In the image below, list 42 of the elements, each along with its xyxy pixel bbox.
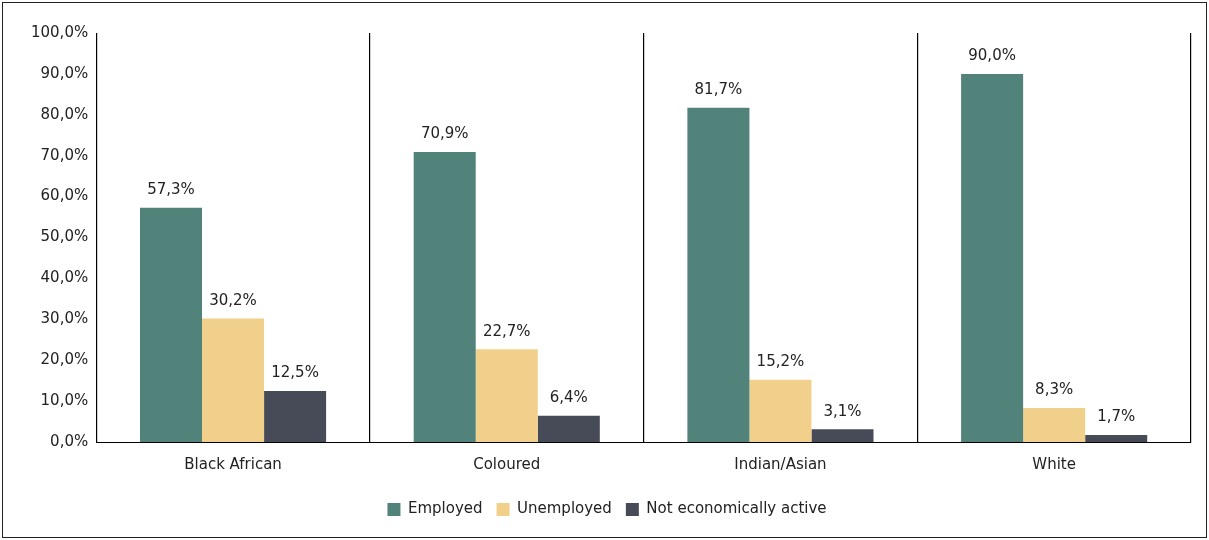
- bar: [1085, 435, 1148, 442]
- data-label: 12,5%: [271, 363, 319, 382]
- bar: [264, 390, 327, 442]
- data-label: 81,7%: [694, 80, 743, 99]
- data-label: 8,3%: [1035, 380, 1074, 399]
- y-tick-label: 70,0%: [40, 145, 89, 164]
- y-tick-label: 60,0%: [40, 186, 89, 205]
- x-tick-label: Black African: [184, 454, 282, 473]
- bar: [139, 207, 203, 442]
- bar: [687, 107, 750, 442]
- data-label: 57,3%: [147, 180, 195, 199]
- data-label: 90,0%: [968, 46, 1016, 65]
- bar: [749, 379, 812, 442]
- data-label: 15,2%: [756, 352, 805, 371]
- legend-label: Not economically active: [646, 499, 827, 518]
- x-tick-label: White: [1032, 454, 1076, 473]
- y-tick-label: 90,0%: [40, 63, 89, 82]
- y-tick-label: 10,0%: [40, 390, 89, 409]
- data-label: 30,2%: [209, 290, 257, 309]
- bar: [475, 349, 538, 442]
- y-tick-label: 0,0%: [50, 431, 89, 450]
- bar: [961, 73, 1024, 442]
- data-label: 6,4%: [549, 388, 588, 407]
- bar: [811, 429, 874, 442]
- bar: [413, 152, 476, 442]
- legend-label: Unemployed: [517, 499, 612, 518]
- y-tick-label: 20,0%: [40, 350, 89, 369]
- x-tick-label: Coloured: [473, 454, 541, 473]
- bar: [537, 415, 600, 442]
- y-tick-label: 50,0%: [40, 227, 89, 246]
- data-label: 3,1%: [823, 401, 862, 420]
- y-tick-label: 30,0%: [40, 309, 89, 328]
- data-label: 22,7%: [482, 321, 531, 340]
- data-label: 1,7%: [1097, 407, 1136, 426]
- y-tick-label: 80,0%: [40, 104, 89, 123]
- y-tick-label: 40,0%: [40, 268, 89, 287]
- legend-label: Employed: [407, 499, 483, 518]
- bar: [202, 318, 265, 442]
- x-tick-label: Indian/Asian: [734, 454, 827, 473]
- data-label: 70,9%: [420, 124, 469, 143]
- bar: [1023, 408, 1086, 442]
- y-tick-label: 100,0%: [30, 22, 89, 41]
